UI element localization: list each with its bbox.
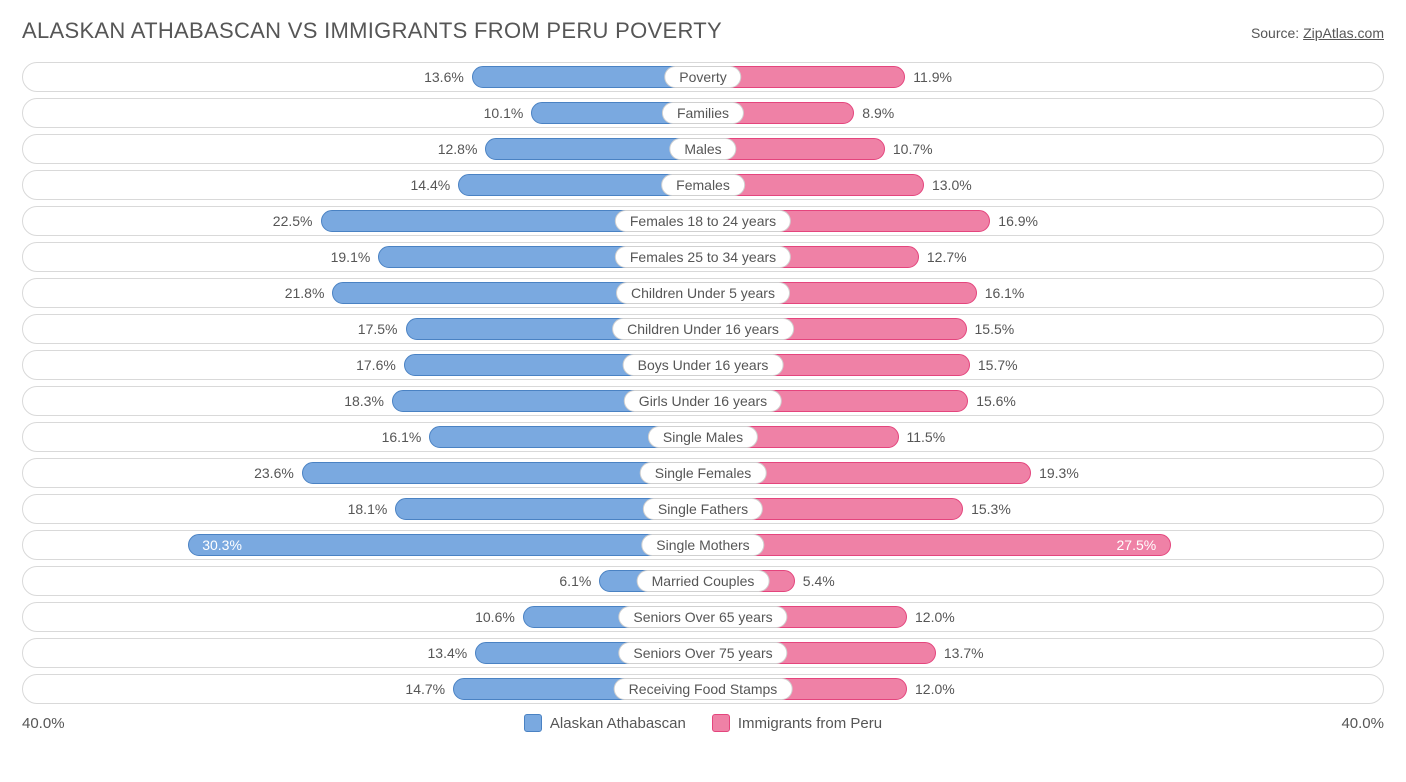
value-left: 22.5% xyxy=(273,213,313,229)
value-left: 12.8% xyxy=(438,141,478,157)
axis-max-right: 40.0% xyxy=(1341,715,1384,732)
chart-title: ALASKAN ATHABASCAN VS IMMIGRANTS FROM PE… xyxy=(22,18,722,44)
value-right: 8.9% xyxy=(862,105,894,121)
chart-row: 14.4% 13.0% Females xyxy=(22,170,1384,200)
chart-row: 13.4% 13.7% Seniors Over 75 years xyxy=(22,638,1384,668)
bar-right xyxy=(703,534,1171,556)
chart-rows: 13.6%11.9%Poverty10.1%8.9%Families12.8%1… xyxy=(22,62,1384,704)
category-label: Single Fathers xyxy=(643,498,763,520)
value-left: 16.1% xyxy=(382,429,422,445)
chart-row: 23.6% 19.3% Single Females xyxy=(22,458,1384,488)
source-attribution: Source: ZipAtlas.com xyxy=(1251,25,1384,41)
chart-row: 10.6% 12.0% Seniors Over 65 years xyxy=(22,602,1384,632)
legend: Alaskan Athabascan Immigrants from Peru xyxy=(524,714,882,732)
value-left: 10.6% xyxy=(475,609,515,625)
chart-row: 21.8% 16.1% Children Under 5 years xyxy=(22,278,1384,308)
axis-legend-row: 40.0% Alaskan Athabascan Immigrants from… xyxy=(22,714,1384,732)
value-right: 10.7% xyxy=(893,141,933,157)
category-label: Seniors Over 65 years xyxy=(618,606,787,628)
value-left: 10.1% xyxy=(484,105,524,121)
value-left: 21.8% xyxy=(285,285,325,301)
value-right: 16.9% xyxy=(998,213,1038,229)
value-right: 13.0% xyxy=(932,177,972,193)
category-label: Females xyxy=(661,174,745,196)
value-left: 6.1% xyxy=(559,573,591,589)
category-label: Females 25 to 34 years xyxy=(615,246,791,268)
legend-label-right: Immigrants from Peru xyxy=(738,715,882,732)
chart-row: 6.1% 5.4% Married Couples xyxy=(22,566,1384,596)
value-left: 14.7% xyxy=(405,681,445,697)
chart-row: 16.1% 11.5% Single Males xyxy=(22,422,1384,452)
chart-row: 14.7% 12.0% Receiving Food Stamps xyxy=(22,674,1384,704)
value-right: 12.0% xyxy=(915,609,955,625)
value-left: 30.3% xyxy=(202,537,242,553)
category-label: Females 18 to 24 years xyxy=(615,210,791,232)
legend-item-left: Alaskan Athabascan xyxy=(524,714,686,732)
legend-swatch-left xyxy=(524,714,542,732)
chart-row: 13.6% 11.9% Poverty xyxy=(22,62,1384,92)
category-label: Girls Under 16 years xyxy=(624,390,782,412)
category-label: Married Couples xyxy=(637,570,770,592)
category-label: Children Under 16 years xyxy=(612,318,794,340)
category-label: Single Mothers xyxy=(641,534,764,556)
value-right: 16.1% xyxy=(985,285,1025,301)
value-right: 19.3% xyxy=(1039,465,1079,481)
category-label: Families xyxy=(662,102,744,124)
category-label: Children Under 5 years xyxy=(616,282,790,304)
legend-swatch-right xyxy=(712,714,730,732)
category-label: Boys Under 16 years xyxy=(623,354,784,376)
category-label: Single Females xyxy=(640,462,767,484)
category-label: Poverty xyxy=(664,66,741,88)
legend-label-left: Alaskan Athabascan xyxy=(550,715,686,732)
source-link[interactable]: ZipAtlas.com xyxy=(1303,25,1384,41)
value-right: 12.0% xyxy=(915,681,955,697)
value-left: 19.1% xyxy=(331,249,371,265)
header: ALASKAN ATHABASCAN VS IMMIGRANTS FROM PE… xyxy=(22,18,1384,44)
value-left: 18.1% xyxy=(348,501,388,517)
category-label: Receiving Food Stamps xyxy=(614,678,793,700)
category-label: Single Males xyxy=(648,426,758,448)
value-right: 13.7% xyxy=(944,645,984,661)
value-left: 17.5% xyxy=(358,321,398,337)
value-left: 17.6% xyxy=(356,357,396,373)
value-right: 27.5% xyxy=(1117,537,1157,553)
value-right: 15.5% xyxy=(975,321,1015,337)
chart-row: 18.3% 15.6% Girls Under 16 years xyxy=(22,386,1384,416)
value-left: 13.6% xyxy=(424,69,464,85)
value-right: 15.6% xyxy=(976,393,1016,409)
chart-row: 10.1% 8.9% Families xyxy=(22,98,1384,128)
value-right: 11.9% xyxy=(913,69,952,85)
category-label: Males xyxy=(669,138,736,160)
bar-left xyxy=(188,534,703,556)
chart-row: 18.1% 15.3% Single Fathers xyxy=(22,494,1384,524)
chart-row: 30.3% 27.5% Single Mothers xyxy=(22,530,1384,560)
value-left: 14.4% xyxy=(411,177,451,193)
value-left: 23.6% xyxy=(254,465,294,481)
value-right: 11.5% xyxy=(907,429,946,445)
chart-row: 17.6% 15.7% Boys Under 16 years xyxy=(22,350,1384,380)
value-left: 13.4% xyxy=(428,645,468,661)
value-left: 18.3% xyxy=(344,393,384,409)
chart-row: 12.8% 10.7% Males xyxy=(22,134,1384,164)
value-right: 15.7% xyxy=(978,357,1018,373)
value-right: 15.3% xyxy=(971,501,1011,517)
category-label: Seniors Over 75 years xyxy=(618,642,787,664)
chart-row: 17.5% 15.5% Children Under 16 years xyxy=(22,314,1384,344)
legend-item-right: Immigrants from Peru xyxy=(712,714,882,732)
axis-max-left: 40.0% xyxy=(22,715,65,732)
chart-row: 19.1% 12.7% Females 25 to 34 years xyxy=(22,242,1384,272)
source-prefix: Source: xyxy=(1251,25,1303,41)
value-right: 12.7% xyxy=(927,249,967,265)
chart-row: 22.5% 16.9% Females 18 to 24 years xyxy=(22,206,1384,236)
value-right: 5.4% xyxy=(803,573,835,589)
